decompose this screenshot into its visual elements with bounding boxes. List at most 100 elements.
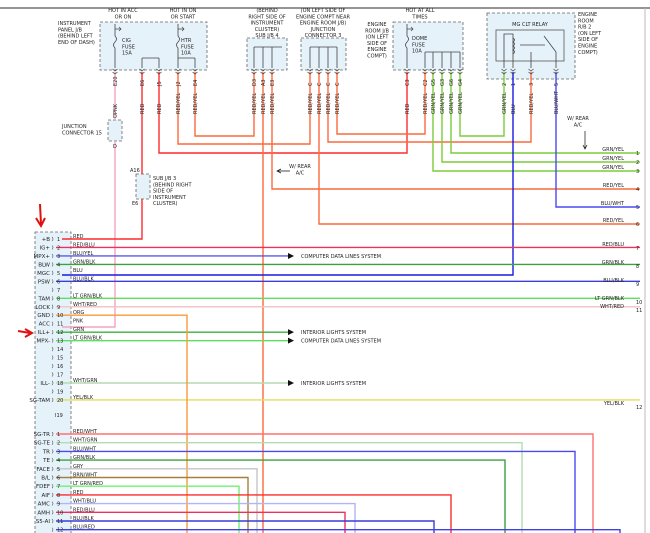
fuse-icon xyxy=(113,24,117,68)
wire-g4-relay2 xyxy=(459,72,505,137)
wire-color-label: PNK xyxy=(73,319,84,325)
pin-terminal-icon xyxy=(51,329,54,335)
junction-connector-3-box xyxy=(300,37,347,71)
pin-id: D xyxy=(113,114,117,120)
terminal-wire-label: WHT/RED xyxy=(600,304,624,310)
pin-number: 3 xyxy=(57,254,60,260)
pin-terminal-icon xyxy=(51,372,54,377)
wire-color-label: BLU xyxy=(73,268,83,274)
junction-connector-3-label: (ON LEFT SIDE OF xyxy=(301,8,346,14)
engine-room-jb-label: ROOM J/B xyxy=(365,28,389,34)
junction-connector-3-label: ENGINE COMPT NEAR xyxy=(296,14,350,20)
terminal-number: 11 xyxy=(636,308,642,314)
pin-number: 10 xyxy=(57,313,63,319)
pin-terminal-icon xyxy=(51,457,54,463)
pin-id: C2 xyxy=(423,79,429,86)
wire-color-label: GRN/BLK xyxy=(73,455,96,461)
pin-number: 13 xyxy=(57,339,63,345)
pin-connector-icon xyxy=(251,68,257,75)
pin-connector-icon xyxy=(325,68,331,75)
pin-terminal-icon xyxy=(51,440,54,445)
pin-terminal-icon xyxy=(51,253,54,259)
pin-number: 10 xyxy=(57,510,63,516)
wire-color-label: BLU/WHT xyxy=(73,446,97,452)
sub-jb-4-label: SUB J/B 4 xyxy=(255,33,278,39)
connector-id: I19 xyxy=(55,413,63,419)
pin-terminal-icon xyxy=(51,363,54,369)
pin-id: C xyxy=(326,82,332,86)
pin-connector-icon xyxy=(439,68,445,75)
pin-number: 8 xyxy=(57,296,60,302)
pin-function-label: AMH xyxy=(37,510,50,516)
arrow-right-icon xyxy=(288,329,294,336)
wire-color-label: RED xyxy=(405,103,411,114)
terminal-wire-label: YEL/BLK xyxy=(603,401,625,407)
annotation-arrow-right-icon xyxy=(17,328,35,338)
fuse-icon xyxy=(405,24,409,68)
wire-b-row-6 xyxy=(56,476,249,533)
terminal-number: 6 xyxy=(636,222,639,228)
wire-color-label: RED/YEL xyxy=(326,93,332,114)
pin-connector-icon xyxy=(260,68,266,75)
wire-color-label: RED xyxy=(73,234,84,240)
wire-e4-d3 xyxy=(194,72,255,137)
hot-in-acc-label: HOT IN ACC xyxy=(108,8,138,14)
pin-id: G6 xyxy=(449,79,455,86)
wire-color-label: ORG xyxy=(73,310,84,316)
engine-room-rb2-label: ENGINE xyxy=(578,12,597,18)
pin-id: A16 xyxy=(130,168,140,174)
wire-color-label: RED xyxy=(140,103,146,114)
terminal-wire-label: RED/YEL xyxy=(603,218,624,224)
pin-terminal-icon xyxy=(51,449,54,454)
htr-fuse-label: FUSE xyxy=(181,44,194,50)
pin-terminal-icon xyxy=(51,279,54,284)
pin-number: 15 xyxy=(57,356,63,362)
wire-j2 xyxy=(177,72,311,145)
pin-connector-icon xyxy=(422,68,428,75)
hot-at-all-times-label: HOT AT ALL xyxy=(405,8,434,14)
splice-bus xyxy=(141,57,160,68)
power-arrow-icon xyxy=(407,26,414,32)
arrow-right-icon xyxy=(288,379,294,386)
pin-number: 2 xyxy=(57,245,60,251)
annotation-arrow-down-icon xyxy=(35,203,46,229)
htr-fuse-label: HTR xyxy=(181,38,192,44)
pin-terminal-icon xyxy=(51,397,54,403)
pin-id: 1 xyxy=(511,83,517,86)
pin-connector-icon xyxy=(269,68,275,75)
junction-connector-15-label: JUNCTION xyxy=(61,124,87,130)
pin-number: 11 xyxy=(57,519,63,525)
wire-g6 xyxy=(450,72,640,154)
pin-function-label: TR xyxy=(42,449,50,455)
pin-function-label: MPX- xyxy=(36,339,50,345)
wire-color-label: BLU xyxy=(511,104,517,114)
wire-color-label: RED/BLU xyxy=(73,242,95,248)
wire-color-label: BLU/BLK xyxy=(73,276,95,282)
pin-function-label: SG-TAM xyxy=(29,398,50,404)
splice-bus xyxy=(309,46,338,68)
pin-terminal-icon xyxy=(51,346,54,352)
pin-id: C xyxy=(308,82,314,86)
wire-c-6 xyxy=(318,72,640,225)
pin-function-label: ACC xyxy=(39,322,51,328)
wire-color-label: RED/YEL xyxy=(529,93,535,114)
terminal-wire-label: RED/BLU xyxy=(602,242,624,248)
power-arrow-icon xyxy=(115,26,122,32)
wire-color-label: WHT/RED xyxy=(73,302,97,308)
pin-number: 3 xyxy=(57,449,60,455)
engine-room-jb-label: SIDE OF xyxy=(367,41,387,47)
sub-jb-3-box xyxy=(135,173,151,200)
dome-fuse-label: DOME xyxy=(412,36,427,42)
pin-function-label: PSW xyxy=(38,279,51,285)
pin-number: 16 xyxy=(57,364,63,370)
wire-color-label: LT GRN/BLK xyxy=(73,293,103,299)
pin-connector-icon xyxy=(175,68,181,75)
terminal-number: 9 xyxy=(636,282,639,288)
pin-number: 18 xyxy=(57,381,63,387)
sub-jb-4-box xyxy=(246,37,288,71)
arrow-right-icon xyxy=(288,252,294,259)
pin-function-label: AIF xyxy=(41,493,50,499)
wire-c-relay3 xyxy=(327,72,532,143)
pin-id: E6 xyxy=(140,80,146,86)
pin-number: 17 xyxy=(57,373,63,379)
